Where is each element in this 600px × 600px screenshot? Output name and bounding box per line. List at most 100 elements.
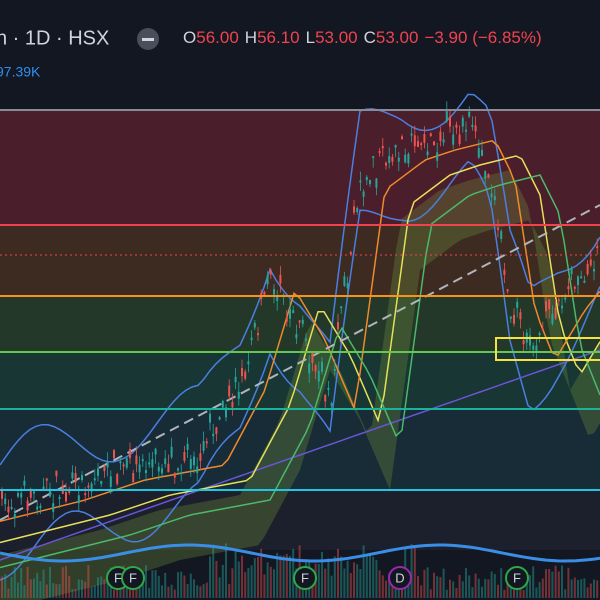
toggle-button[interactable] [137,28,159,50]
volume-bar [276,552,279,598]
candle [167,463,170,473]
candle [253,323,256,328]
event-marker[interactable]: F [505,566,529,590]
candle [561,305,563,309]
volume-bar [20,568,23,598]
candle [4,498,7,505]
volume-bar [263,574,266,598]
volume-bar [269,566,272,598]
event-marker[interactable]: D [388,566,412,590]
volume-bar [429,589,432,598]
volume-bar [420,585,423,598]
volume-bar [23,585,26,598]
candle [170,446,173,458]
event-circle[interactable] [121,566,145,590]
volume-bar [433,572,435,598]
candle [109,476,112,487]
event-label[interactable]: F [129,570,137,585]
candle [177,468,179,471]
candle [388,156,391,164]
event-circle[interactable] [505,566,529,590]
candle [349,251,352,254]
candle [455,124,458,128]
event-marker[interactable]: F [121,566,145,590]
header-bar [0,0,600,56]
candle [135,455,138,465]
volume-bar [151,570,154,598]
candle [81,475,83,481]
candle [221,400,224,408]
candle [417,141,419,147]
volume-bar [545,569,547,598]
ohlc-key: C [364,28,376,47]
event-label[interactable]: F [114,570,122,585]
candle [74,473,77,483]
volume-bar [87,565,90,598]
volume-bar [567,567,570,598]
event-label[interactable]: D [395,570,404,585]
volume-bar [577,579,579,598]
candle [596,246,599,249]
candle [285,317,288,322]
candle [573,286,576,289]
volume-bar [193,579,195,598]
candle [548,299,551,310]
ohlc-key: H [245,28,257,47]
candle [20,493,23,498]
volume-bar [157,575,160,598]
volume-bar [161,585,163,598]
volume-bar [186,584,189,598]
event-label[interactable]: F [301,570,309,585]
candle [369,179,371,185]
volume-bar [353,562,355,598]
volume-bar [391,584,394,598]
candle [493,196,496,201]
candle [506,289,509,292]
volume-bar [477,578,480,598]
candle [557,299,560,302]
volume-bar [557,571,560,598]
ma-mid [0,155,600,544]
volume-bar [55,584,58,598]
volume-bar [234,551,237,598]
candle [378,151,381,154]
candle [196,466,199,473]
candle [442,139,445,143]
event-marker[interactable]: F [293,566,317,590]
volume-bar [541,578,544,598]
button-icon[interactable] [142,38,154,41]
band [0,409,600,490]
volume-bar [90,586,93,598]
change: −3.90 (−6.85%) [424,28,541,47]
candle [71,472,74,479]
volume-bar [497,584,499,598]
event-label[interactable]: F [513,570,521,585]
volume-bar [100,576,103,598]
candle [401,136,403,140]
volume-bar [356,564,359,598]
candle [509,316,512,319]
ohlc-value: 53.00 [376,28,419,47]
cloud [0,170,600,600]
candle [215,427,218,435]
candle [145,470,147,474]
candle [500,231,503,239]
candle [583,280,586,283]
candle [125,458,128,468]
event-circle[interactable] [293,566,317,590]
volume-bar [253,558,256,598]
event-circle[interactable] [388,566,412,590]
event-marker[interactable]: F [114,570,122,585]
band [0,490,600,550]
candle [298,320,301,323]
ohlc-key: O [183,28,196,47]
volume-bar [289,555,291,598]
candle [180,472,183,475]
candle [413,135,416,147]
candle [23,480,26,486]
trend-line [0,204,600,521]
candle [538,333,541,336]
candle [122,464,125,467]
volume-bar [465,568,467,598]
candle [324,395,327,402]
